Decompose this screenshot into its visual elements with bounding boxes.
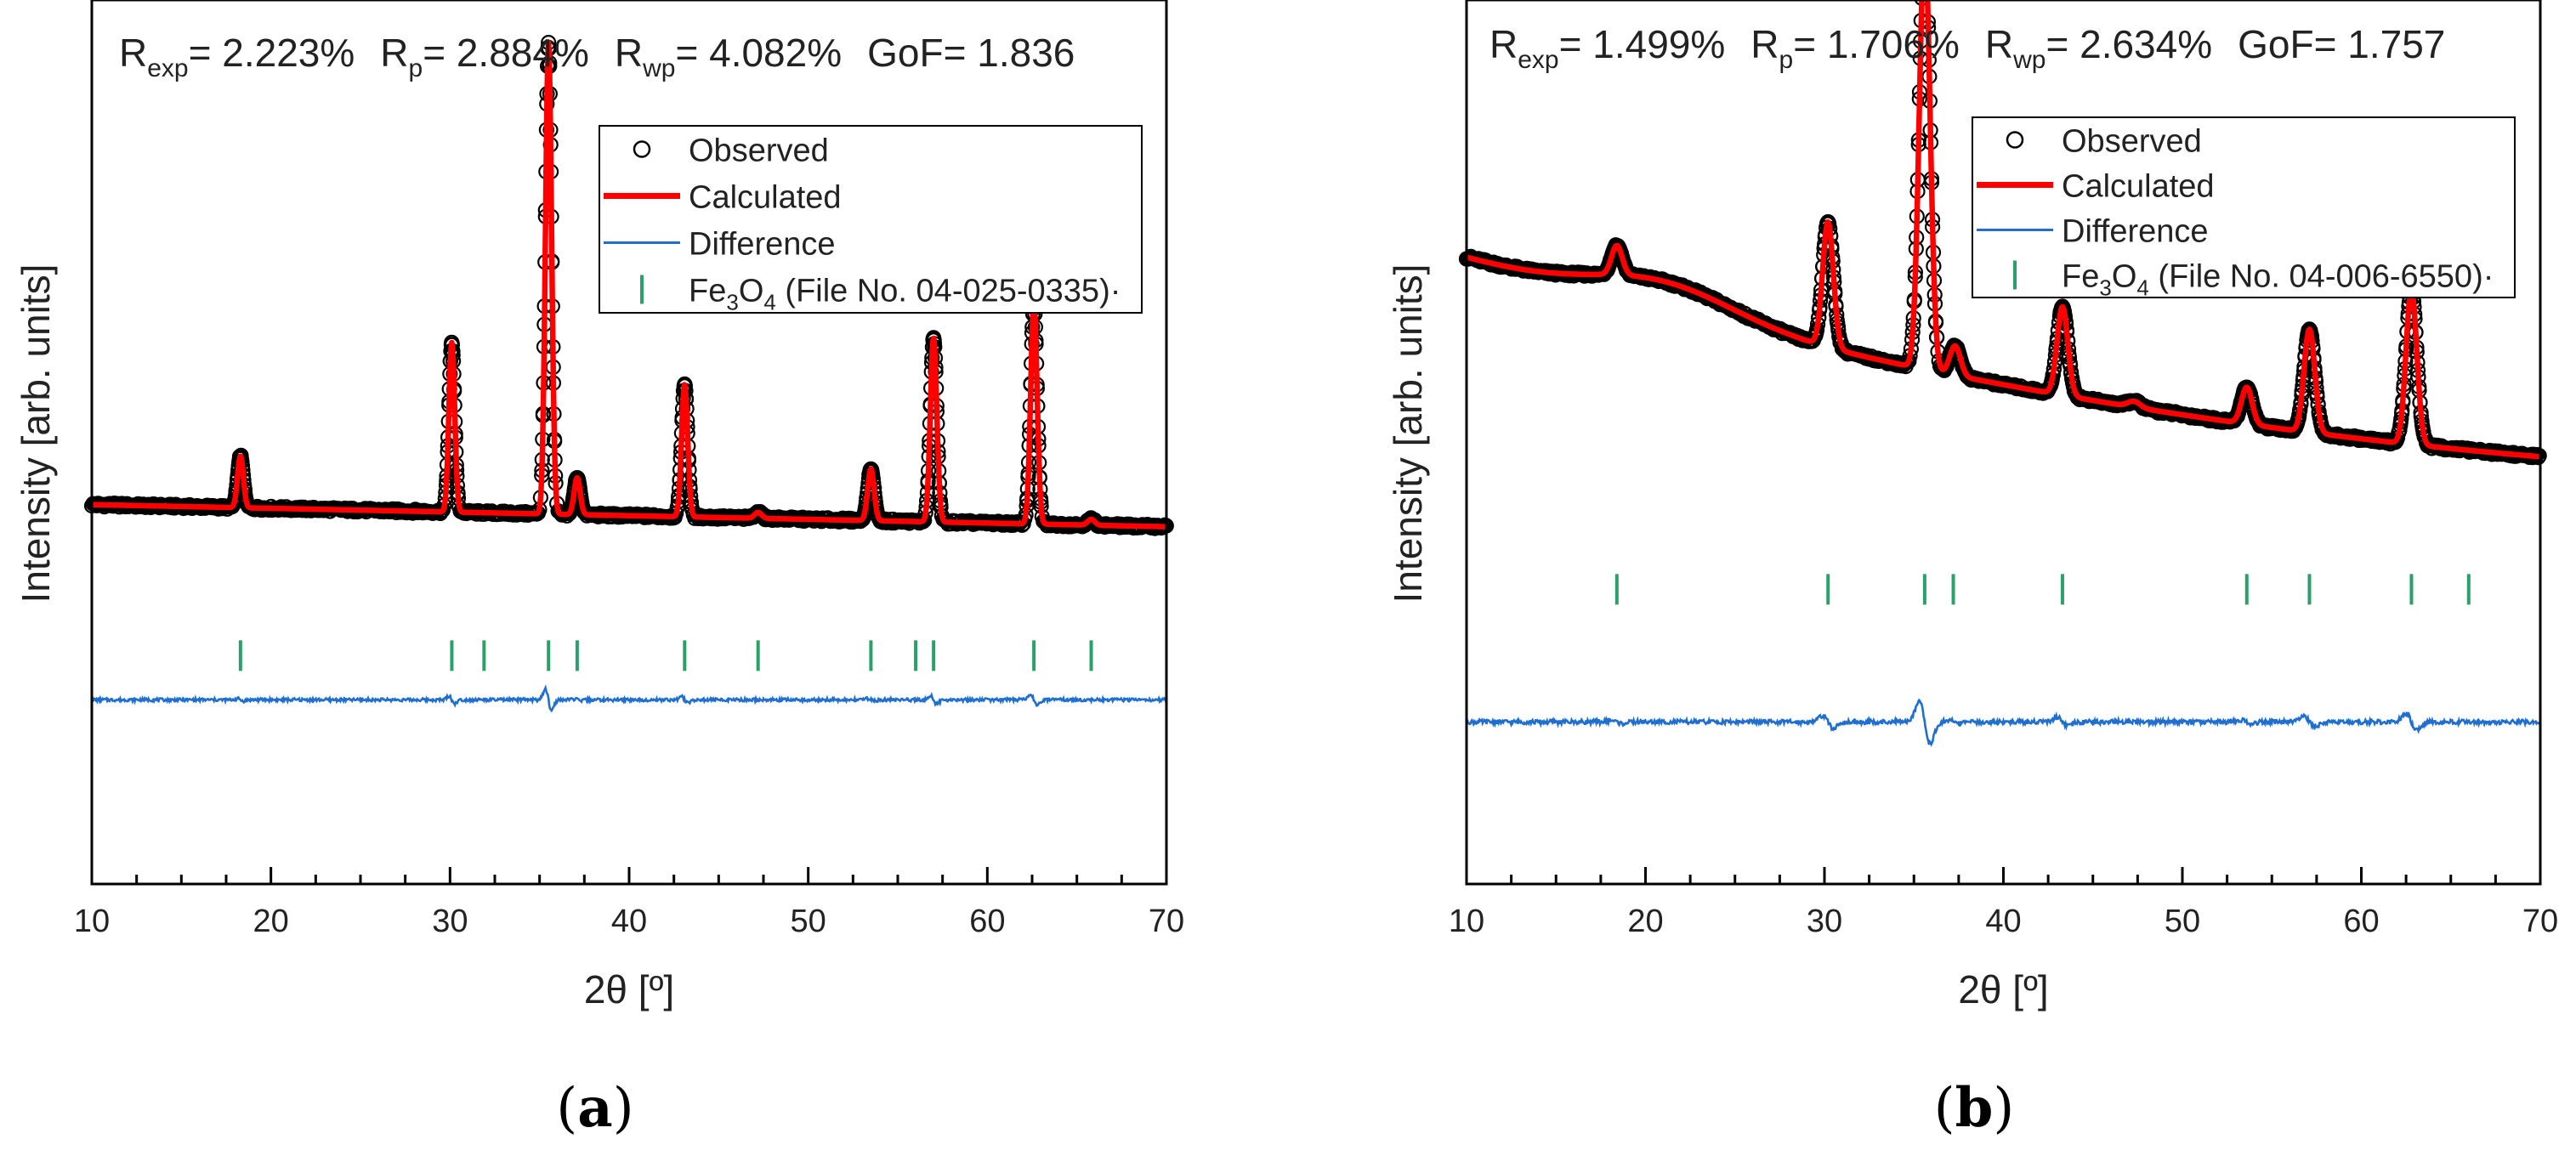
stat-subscript: wp — [642, 54, 675, 82]
legend-label-sub: 4 — [2136, 275, 2148, 301]
stat-subscript: wp — [2012, 46, 2045, 74]
legend-label: Difference — [2062, 214, 2209, 250]
caption-paren: ) — [613, 1077, 634, 1140]
x-tick-label: 10 — [74, 904, 110, 939]
legend-label: Observed — [689, 133, 829, 169]
stat-symbol: R — [1985, 22, 2013, 66]
y-axis-label: Intensity [arb. units] — [1386, 264, 1430, 604]
legend-label-part: Fe — [689, 274, 726, 309]
stat-value: = 2.884% — [423, 31, 589, 75]
caption-paren: ) — [1993, 1077, 2014, 1140]
x-axis-label: 2θ [º] — [584, 967, 674, 1012]
x-tick-label: 10 — [1449, 904, 1484, 939]
stat-symbol: R — [1750, 22, 1779, 66]
caption-letter: b — [1955, 1076, 1994, 1140]
legend-label: Calculated — [2062, 169, 2215, 205]
legend-label: Observed — [2062, 124, 2202, 160]
stat-symbol: R — [1489, 22, 1518, 66]
legend-box — [1972, 116, 2516, 298]
stat-subscript: p — [1779, 46, 1794, 74]
x-tick-label: 20 — [253, 904, 289, 939]
stat-value: = 1.836 — [944, 31, 1075, 75]
calculated-series — [89, 39, 1169, 530]
stat-symbol: GoF — [867, 31, 943, 75]
panel-caption: (b) — [1934, 1076, 2015, 1140]
legend-label: Difference — [689, 227, 836, 263]
caption-letter: a — [577, 1076, 612, 1140]
chart-panel-a: 10 20 30 40 50 60 70 2θ [º] Intensity [arb. unit… — [14, 0, 1184, 1140]
stat-value: = 1.706% — [1793, 22, 1960, 66]
x-axis-label: 2θ [º] — [1958, 967, 2048, 1012]
x-tick-label: 20 — [1627, 904, 1663, 939]
x-tick-label: 60 — [2343, 904, 2379, 939]
legend-label-part: (File No. 04-025-0335)· — [776, 274, 1121, 309]
observed-point — [1620, 265, 1637, 281]
x-axis: 10 20 30 40 50 60 70 — [1449, 867, 2558, 939]
panel-caption: (a) — [556, 1076, 633, 1140]
observed-point — [1959, 367, 1975, 383]
legend-label-sub: 3 — [2099, 275, 2111, 301]
stat-value: = 4.082% — [675, 31, 842, 75]
stat-subscript: exp — [147, 54, 188, 82]
legend-box — [599, 125, 1143, 314]
x-tick-label: 40 — [611, 904, 647, 939]
stat-value: = 2.634% — [2045, 22, 2212, 66]
legend-label-part: Fe — [2062, 259, 2099, 295]
legend: Observed Calculated Difference Fe3O4 (File … — [1972, 116, 2516, 301]
stat-value: = 1.499% — [1559, 22, 1726, 66]
x-tick-label: 50 — [2165, 904, 2200, 939]
legend-label-sub: 4 — [763, 290, 775, 315]
legend-marker-observed — [2006, 131, 2024, 149]
observed-point — [2250, 415, 2267, 431]
legend-label-part: O — [739, 274, 764, 309]
x-tick-label: 50 — [791, 904, 826, 939]
x-tick-label: 60 — [969, 904, 1005, 939]
caption-paren: ( — [556, 1077, 577, 1140]
x-axis: 10 20 30 40 50 60 70 — [74, 867, 1184, 939]
fit-statistics: Rexp= 2.223% Rp= 2.884% Rwp= 4.082% GoF= 1.… — [119, 31, 1075, 82]
legend-label-part: O — [2112, 259, 2137, 295]
x-tick-label: 30 — [1807, 904, 1842, 939]
stat-subscript: exp — [1518, 46, 1558, 74]
bragg-ticks — [238, 640, 1093, 672]
legend: Observed Calculated Difference Fe3O4 (File … — [599, 125, 1143, 315]
stat-symbol: R — [119, 31, 147, 75]
legend-label: Fe3O4 (File No. 04-025-0335)· — [689, 274, 1121, 315]
stat-value: = 1.757 — [2314, 22, 2446, 66]
bragg-ticks — [1614, 574, 2471, 605]
difference-series — [91, 684, 1167, 713]
stat-symbol: GoF — [2238, 22, 2313, 66]
stat-value: = 2.223% — [189, 31, 355, 75]
legend-label: Calculated — [689, 180, 842, 216]
x-tick-label: 70 — [1149, 904, 1184, 939]
stat-symbol: R — [380, 31, 408, 75]
x-tick-label: 30 — [432, 904, 468, 939]
stat-subscript: p — [409, 54, 423, 82]
caption-paren: ( — [1934, 1077, 1955, 1140]
legend-marker-observed — [633, 140, 651, 158]
x-tick-label: 40 — [1985, 904, 2021, 939]
legend-label: Fe3O4 (File No. 04-006-6550)· — [2062, 259, 2494, 301]
fit-statistics: Rexp= 1.499% Rp= 1.706% Rwp= 2.634% GoF= 1.… — [1489, 22, 2445, 74]
legend-label-sub: 3 — [726, 290, 738, 315]
y-axis-label: Intensity [arb. units] — [14, 264, 58, 604]
stat-symbol: R — [615, 31, 643, 75]
chart-panel-b: 10 20 30 40 50 60 70 2θ [º] Intensity [arb. unit… — [1386, 0, 2558, 1140]
calculated-series — [1464, 0, 2543, 460]
x-tick-label: 70 — [2522, 904, 2558, 939]
legend-label-part: (File No. 04-006-6550)· — [2149, 259, 2494, 295]
difference-series — [1465, 698, 2542, 747]
